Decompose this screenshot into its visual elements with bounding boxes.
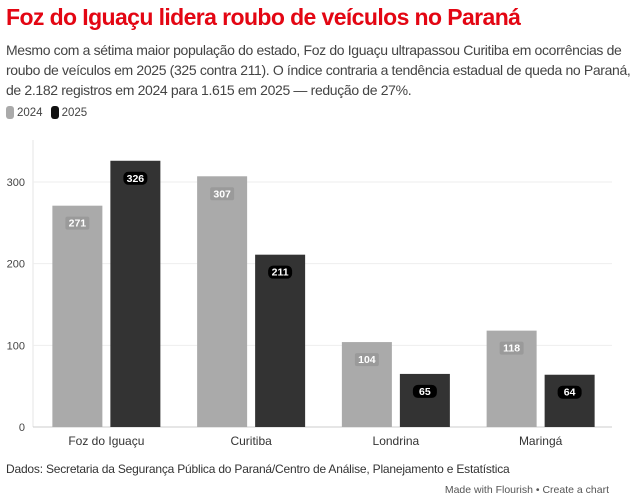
legend-label: 2025	[61, 106, 88, 119]
bar-chart: 0 100 200 300 Foz do Iguaçu 271 326 Curitiba 307…	[7, 140, 612, 448]
bar-2024	[197, 176, 248, 427]
legend-item-2025[interactable]: 2025	[50, 106, 88, 119]
data-label: 64	[564, 387, 576, 399]
bar-2025	[110, 160, 161, 427]
legend-label: 2024	[17, 106, 43, 119]
data-label: 118	[503, 343, 520, 355]
bar-2024	[52, 205, 103, 427]
data-label-bg	[65, 216, 90, 230]
chart-title: Foz do Iguaçu lidera roubo de veículos n…	[6, 4, 521, 30]
x-tick-label: Londrina	[373, 434, 420, 448]
y-tick-label: 100	[7, 340, 25, 352]
x-tick-label: Maringá	[519, 434, 563, 448]
legend-swatch	[6, 106, 14, 119]
y-tick-label: 0	[19, 422, 25, 434]
legend-item-2024[interactable]: 2024	[6, 106, 43, 119]
legend: 2024 2025	[6, 106, 87, 119]
data-label-bg	[123, 171, 148, 185]
data-label-bg	[412, 384, 437, 398]
bar-2025	[544, 374, 595, 427]
data-label: 104	[358, 354, 376, 366]
legend-swatch	[50, 106, 59, 119]
data-label: 307	[213, 188, 231, 200]
x-tick-label: Foz do Iguaçu	[68, 434, 144, 448]
data-label-bg	[268, 265, 293, 279]
data-label: 326	[127, 173, 145, 185]
data-label-bg	[210, 187, 235, 201]
chart-subtitle: Mesmo com a sétima maior população do es…	[6, 42, 631, 98]
data-label: 211	[272, 267, 289, 279]
bar-2025	[255, 254, 306, 427]
source-note: Dados: Secretaria da Segurança Pública d…	[6, 462, 510, 476]
data-label-bg	[557, 385, 582, 399]
x-tick-label: Curitiba	[230, 434, 272, 448]
y-tick-label: 300	[7, 177, 25, 189]
flourish-credit[interactable]: Made with Flourish • Create a chart	[444, 484, 609, 496]
data-label: 271	[69, 218, 87, 230]
data-label-bg	[499, 341, 524, 355]
y-tick-label: 200	[7, 259, 25, 271]
data-label: 65	[419, 386, 431, 398]
bar-2025	[399, 373, 450, 427]
data-label-bg	[354, 353, 379, 367]
